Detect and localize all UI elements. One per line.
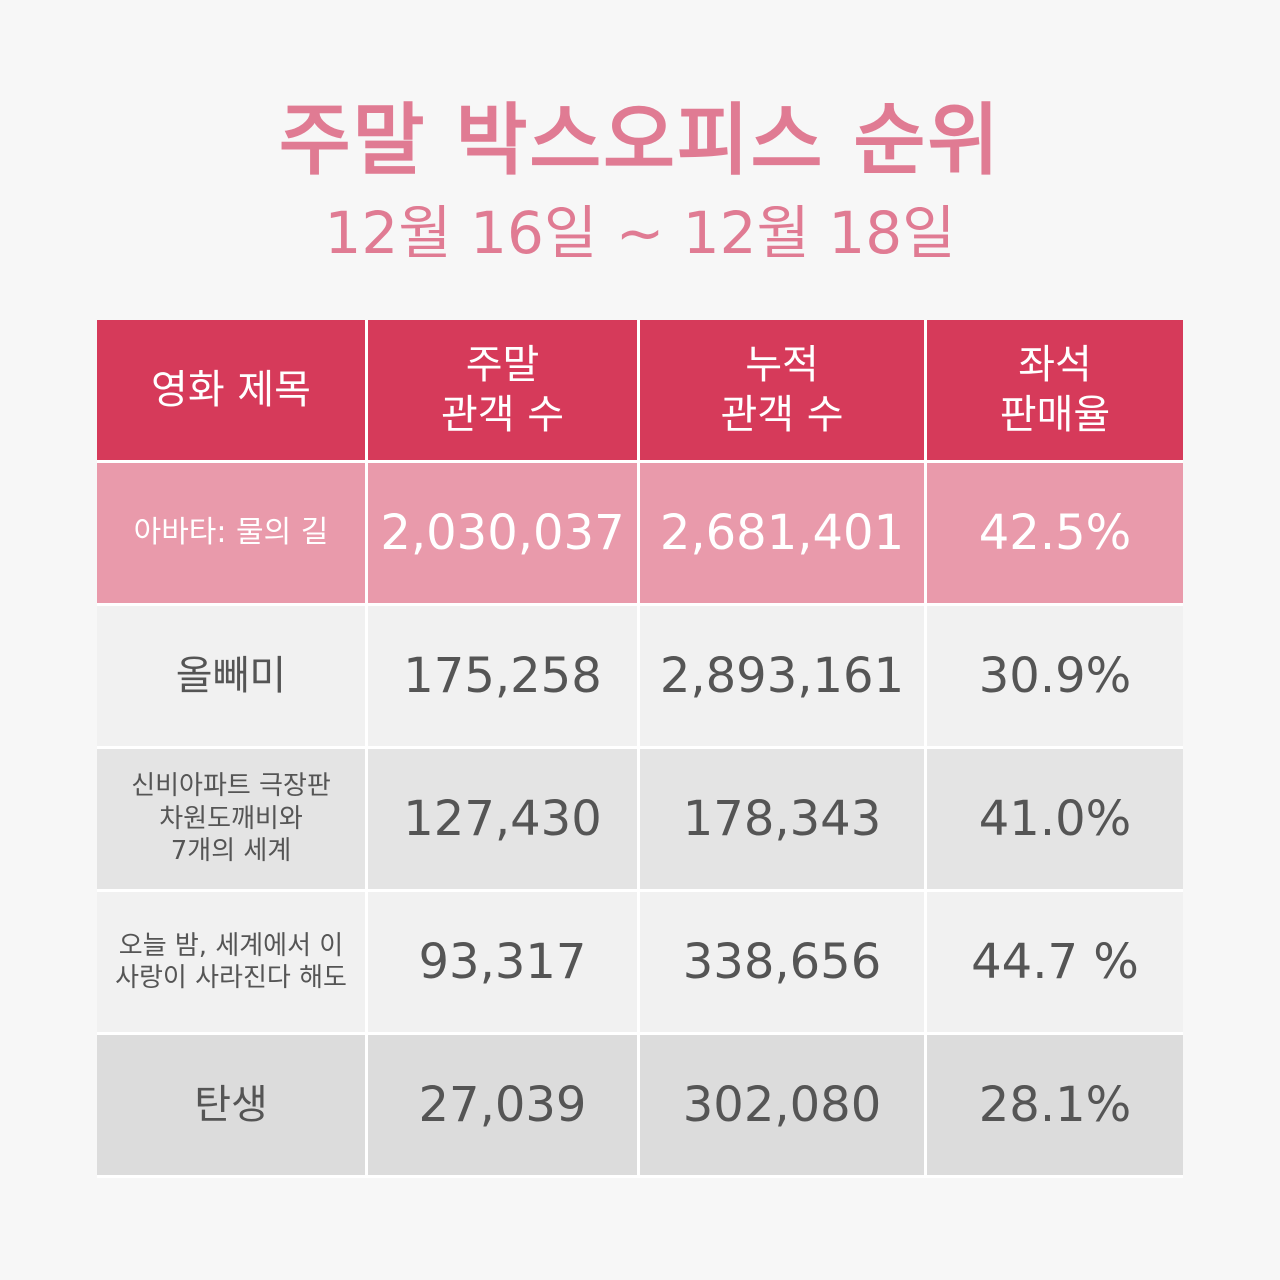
movie-title-cell: 아바타: 물의 길: [97, 463, 368, 606]
header-cell-title: 영화 제목: [97, 320, 368, 463]
seat-sales-rate-cell: 44.7 %: [927, 892, 1183, 1035]
weekend-audience-cell: 27,039: [368, 1035, 640, 1178]
cumulative-audience-cell: 302,080: [640, 1035, 927, 1178]
box-office-table: 영화 제목 주말 관객 수 누적 관객 수 좌석 판매율 아바타: 물의 길 2…: [97, 320, 1183, 1178]
movie-title-cell: 신비아파트 극장판 차원도깨비와 7개의 세계: [97, 749, 368, 892]
table-header-row: 영화 제목 주말 관객 수 누적 관객 수 좌석 판매율: [97, 320, 1183, 463]
cumulative-audience-cell: 338,656: [640, 892, 927, 1035]
weekend-audience-cell: 2,030,037: [368, 463, 640, 606]
weekend-audience-cell: 93,317: [368, 892, 640, 1035]
cumulative-audience-cell: 2,681,401: [640, 463, 927, 606]
header-cell-weekend-audience: 주말 관객 수: [368, 320, 640, 463]
table-row: 오늘 밤, 세계에서 이 사랑이 사라진다 해도 93,317 338,656 …: [97, 892, 1183, 1035]
date-range-subtitle: 12월 16일 ~ 12월 18일: [324, 199, 956, 267]
cumulative-audience-cell: 178,343: [640, 749, 927, 892]
table-row: 신비아파트 극장판 차원도깨비와 7개의 세계 127,430 178,343 …: [97, 749, 1183, 892]
seat-sales-rate-cell: 30.9%: [927, 606, 1183, 749]
table-row: 아바타: 물의 길 2,030,037 2,681,401 42.5%: [97, 463, 1183, 606]
seat-sales-rate-cell: 28.1%: [927, 1035, 1183, 1178]
table-row: 올빼미 175,258 2,893,161 30.9%: [97, 606, 1183, 749]
seat-sales-rate-cell: 42.5%: [927, 463, 1183, 606]
page-title: 주말 박스오피스 순위: [278, 96, 1002, 186]
movie-title-cell: 오늘 밤, 세계에서 이 사랑이 사라진다 해도: [97, 892, 368, 1035]
table-row: 탄생 27,039 302,080 28.1%: [97, 1035, 1183, 1178]
weekend-audience-cell: 127,430: [368, 749, 640, 892]
cumulative-audience-cell: 2,893,161: [640, 606, 927, 749]
header-cell-seat-sales-rate: 좌석 판매율: [927, 320, 1183, 463]
movie-title-cell: 탄생: [97, 1035, 368, 1178]
header-cell-cumulative-audience: 누적 관객 수: [640, 320, 927, 463]
seat-sales-rate-cell: 41.0%: [927, 749, 1183, 892]
movie-title-cell: 올빼미: [97, 606, 368, 749]
weekend-audience-cell: 175,258: [368, 606, 640, 749]
